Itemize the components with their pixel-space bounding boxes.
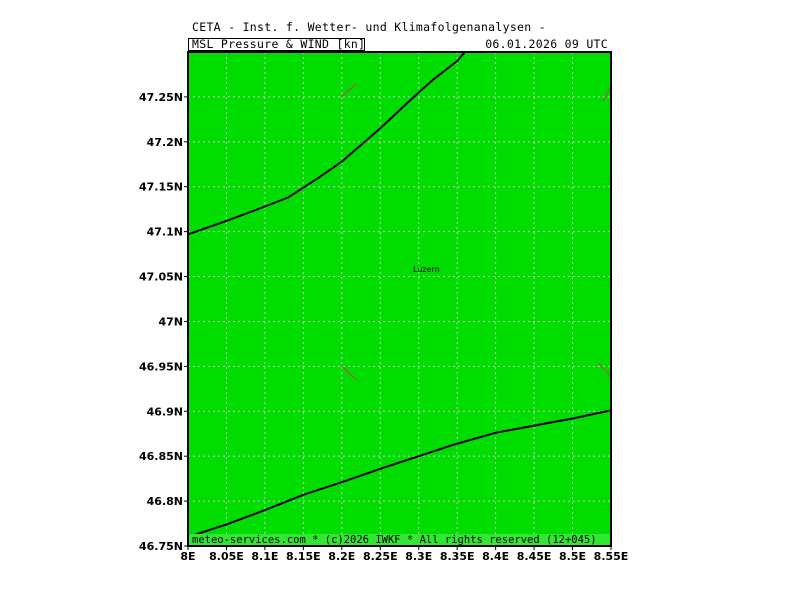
x-tick-label: 8.5E: [559, 550, 586, 563]
grid-lines: [188, 52, 611, 546]
x-tick-label: 8.45E: [517, 550, 552, 563]
wind-barb-layer: [341, 83, 612, 380]
x-tick-label: 8E: [180, 550, 195, 563]
city-label: Luzern: [413, 265, 440, 274]
x-tick-label: 8.15E: [286, 550, 321, 563]
valid-time-label: 06.01.2026 09 UTC: [485, 37, 608, 51]
x-tick-label: 8.3E: [405, 550, 432, 563]
x-tick-label: 8.05E: [209, 550, 244, 563]
wind-barb: [341, 83, 357, 98]
x-tick-label: 8.2E: [328, 550, 355, 563]
y-tick-label: 46.8N: [147, 495, 183, 508]
isobar-line: [187, 51, 466, 236]
y-tick-label: 47.2N: [147, 136, 183, 149]
footer-band: [188, 534, 611, 546]
y-tick-label: 46.75N: [139, 540, 183, 553]
x-tick-label: 8.55E: [594, 550, 629, 563]
y-tick-label: 47.15N: [139, 181, 183, 194]
y-axis-ticks: 46.75N 46.8N 46.85N 46.9N 46.95N 47N 47.05N 47.…: [139, 91, 188, 553]
isobar-layer: [187, 51, 612, 538]
y-tick-label: 46.95N: [139, 360, 183, 373]
chart-title: CETA - Inst. f. Wetter- und Klimafolgena…: [192, 20, 546, 34]
wind-barb: [602, 86, 612, 102]
variable-label: MSL_Pressure_&_WIND [kn]: [192, 37, 366, 51]
x-axis-ticks: 8E 8.05E 8.1E 8.15E 8.2E 8.25E 8.3E 8.35E 8.4E 8.…: [180, 546, 628, 563]
x-tick-label: 8.25E: [363, 550, 398, 563]
x-tick-label: 8.1E: [251, 550, 278, 563]
y-tick-label: 46.9N: [147, 405, 183, 418]
map-background: [188, 52, 611, 546]
x-tick-label: 8.4E: [482, 550, 509, 563]
city-layer: Luzern: [413, 265, 440, 274]
y-tick-label: 46.85N: [139, 450, 183, 463]
map-frame: [187, 51, 612, 547]
variable-label-box: [188, 38, 365, 51]
y-tick-label: 47.05N: [139, 271, 183, 284]
footer-credit: meteo-services.com * (c)2026 IWKF * All …: [192, 534, 597, 546]
wind-barb: [341, 365, 357, 380]
isobar-line: [187, 409, 612, 538]
wind-barb: [598, 362, 612, 377]
y-tick-label: 47.25N: [139, 91, 183, 104]
y-tick-label: 47.1N: [147, 226, 183, 239]
x-tick-label: 8.35E: [440, 550, 475, 563]
y-tick-label: 47N: [158, 315, 183, 328]
